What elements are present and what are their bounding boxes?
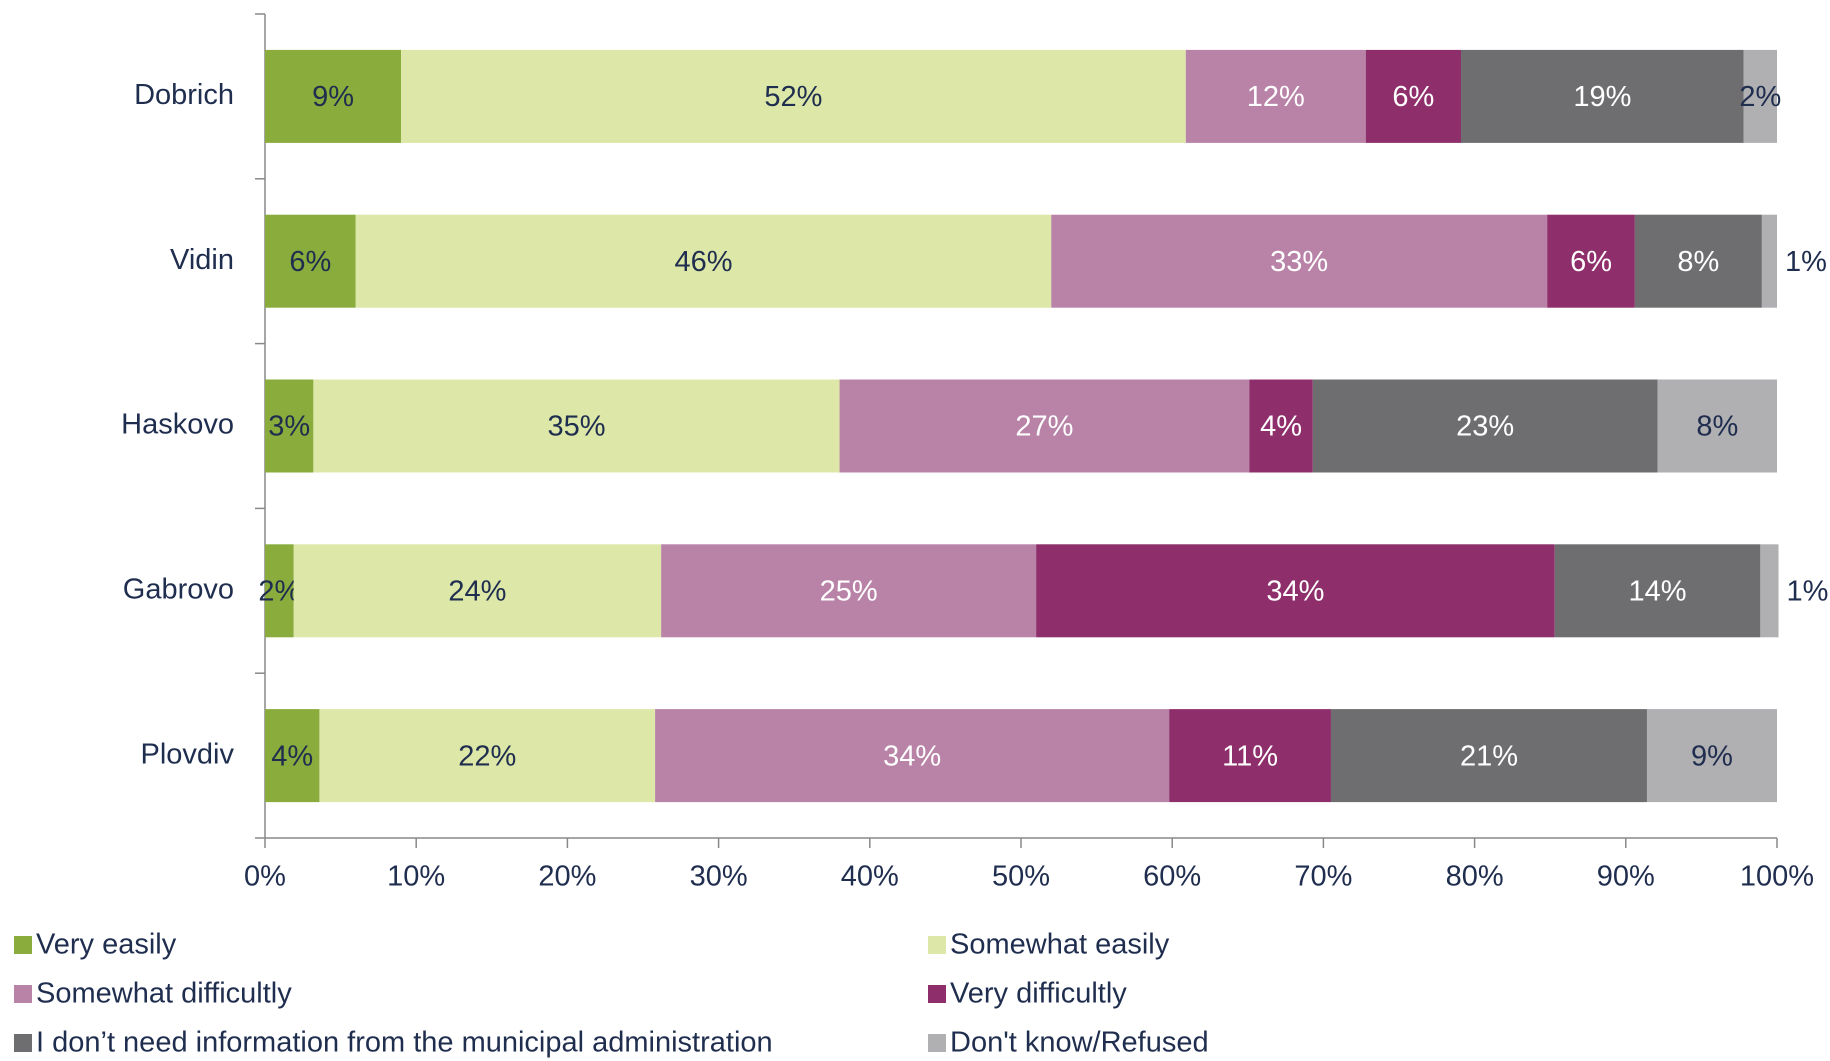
legend-swatch xyxy=(928,1034,946,1052)
category-label: Haskovo xyxy=(121,409,234,441)
bar-segment xyxy=(1249,379,1313,473)
bar-segment xyxy=(1312,379,1658,473)
data-label: 14% xyxy=(1629,575,1687,607)
data-label: 25% xyxy=(820,575,878,607)
bar-segment xyxy=(319,709,656,803)
data-label: 6% xyxy=(1392,81,1434,113)
data-label: 11% xyxy=(1222,740,1278,772)
data-label: 1% xyxy=(1787,575,1829,607)
bar-segment xyxy=(1554,544,1761,638)
legend-swatch xyxy=(928,936,946,954)
data-label: 2% xyxy=(258,575,300,607)
data-label: 22% xyxy=(458,740,516,772)
bar-segment xyxy=(265,379,314,473)
data-label: 34% xyxy=(1266,575,1324,607)
bar-segment xyxy=(839,379,1250,473)
legend-label: Somewhat difficultly xyxy=(36,978,292,1010)
data-label: 52% xyxy=(764,81,822,113)
data-label: 24% xyxy=(448,575,506,607)
legend-label: Somewhat easily xyxy=(950,929,1170,961)
bar-segment xyxy=(1365,49,1461,143)
x-tick-label: 40% xyxy=(841,861,899,893)
x-tick-label: 30% xyxy=(690,861,748,893)
data-label: 33% xyxy=(1270,246,1328,278)
bar-segment xyxy=(265,214,356,308)
x-tick-label: 50% xyxy=(992,861,1050,893)
x-tick-label: 100% xyxy=(1740,861,1814,893)
bar-segment xyxy=(661,544,1037,638)
data-label: 23% xyxy=(1456,411,1514,443)
x-tick-label: 10% xyxy=(387,861,445,893)
bar-segment xyxy=(1460,49,1744,143)
bar-segment xyxy=(265,49,402,143)
data-label: 4% xyxy=(1260,411,1302,443)
legend-label: I don’t need information from the munici… xyxy=(36,1027,773,1059)
data-label: 1% xyxy=(1785,246,1827,278)
bar-segment xyxy=(1657,379,1777,473)
bar-segment xyxy=(265,709,320,803)
bar-segment xyxy=(1547,214,1635,308)
x-tick-label: 20% xyxy=(538,861,596,893)
bar-segment xyxy=(1330,709,1647,803)
category-label: Plovdiv xyxy=(141,738,235,770)
data-label: 21% xyxy=(1460,740,1518,772)
bar-segment xyxy=(313,379,840,473)
category-label: Dobrich xyxy=(134,79,234,111)
bar-segment xyxy=(1185,49,1366,143)
legend-swatch xyxy=(14,985,32,1003)
data-label: 8% xyxy=(1677,246,1719,278)
data-label: 8% xyxy=(1696,411,1738,443)
legend-label: Very easily xyxy=(36,929,177,961)
data-label: 35% xyxy=(547,411,605,443)
x-tick-label: 70% xyxy=(1294,861,1352,893)
legend-swatch xyxy=(14,936,32,954)
bar-segment xyxy=(1634,214,1762,308)
bar-segment xyxy=(655,709,1170,803)
data-label: 19% xyxy=(1573,81,1631,113)
bar-segment xyxy=(1036,544,1555,638)
bar-segment xyxy=(265,544,294,638)
category-label: Vidin xyxy=(170,244,234,276)
data-label: 9% xyxy=(1691,740,1733,772)
bar-segment xyxy=(1761,214,1777,308)
data-label: 3% xyxy=(268,411,310,443)
data-label: 27% xyxy=(1015,411,1073,443)
x-tick-label: 60% xyxy=(1143,861,1201,893)
bar-segment xyxy=(1743,49,1777,143)
data-label: 6% xyxy=(1570,246,1612,278)
category-label: Gabrovo xyxy=(123,573,234,605)
data-label: 46% xyxy=(674,246,732,278)
x-tick-label: 80% xyxy=(1446,861,1504,893)
legend-label: Very difficultly xyxy=(950,978,1127,1010)
bar-segment xyxy=(401,49,1186,143)
bar-segment xyxy=(1646,709,1777,803)
bar-segment xyxy=(293,544,662,638)
bar-segment xyxy=(1169,709,1331,803)
x-tick-label: 0% xyxy=(244,861,286,893)
data-label: 6% xyxy=(289,246,331,278)
data-label: 4% xyxy=(271,740,313,772)
bar-segment xyxy=(1760,544,1779,638)
data-label: 9% xyxy=(312,81,354,113)
legend-swatch xyxy=(14,1034,32,1052)
legend-label: Don't know/Refused xyxy=(950,1027,1209,1059)
x-tick-label: 90% xyxy=(1597,861,1655,893)
data-label: 2% xyxy=(1739,81,1781,113)
bar-segment xyxy=(1051,214,1548,308)
data-label: 12% xyxy=(1247,81,1305,113)
legend-swatch xyxy=(928,985,946,1003)
bar-segment xyxy=(355,214,1052,308)
data-label: 34% xyxy=(883,740,941,772)
